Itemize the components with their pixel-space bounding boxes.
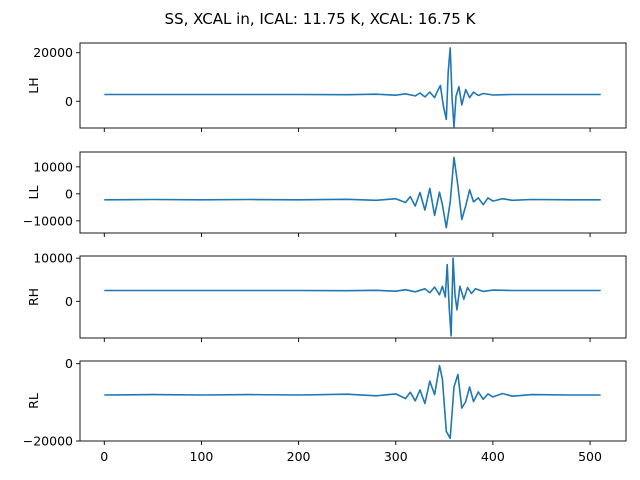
- subplots: 0 20000 LH −10000 0 10000 LL 0 10000 RH −20000 0 0 10…: [23, 42, 627, 464]
- x-tick-label: 400: [481, 449, 505, 464]
- x-tick-label: 0: [100, 449, 108, 464]
- x-tick-label: 100: [190, 449, 214, 464]
- axes-frame: [79, 42, 627, 129]
- y-axis-label: LH: [26, 77, 41, 93]
- y-tick-label: 20000: [33, 45, 73, 60]
- y-tick-label: 0: [65, 294, 73, 309]
- x-tick-label: 300: [384, 449, 408, 464]
- axes-frame: [79, 255, 627, 339]
- subplot-lh: 0 20000 LH: [26, 42, 627, 132]
- y-tick-label: −20000: [23, 434, 73, 449]
- axes-frame: [79, 151, 627, 234]
- y-tick-label: −10000: [23, 213, 73, 228]
- y-axis-label: RL: [26, 393, 41, 409]
- subplot-rl: −20000 0 0 100 200 300 400 500 RL: [23, 356, 627, 464]
- y-tick-label: 0: [65, 94, 73, 109]
- x-tick-label: 500: [578, 449, 602, 464]
- y-axis-label: LL: [26, 186, 41, 200]
- series-line-ll: [104, 156, 601, 229]
- series-line-lh: [104, 47, 601, 128]
- subplot-ll: −10000 0 10000 LL: [23, 151, 627, 237]
- y-tick-label: 10000: [33, 159, 73, 174]
- subplot-rh: 0 10000 RH: [26, 251, 627, 342]
- y-tick-label: 10000: [33, 251, 73, 266]
- y-tick-label: 0: [65, 186, 73, 201]
- y-tick-label: 0: [65, 356, 73, 371]
- series-line-rl: [104, 364, 601, 440]
- series-line-rh: [104, 257, 601, 337]
- figure-title: SS, XCAL in, ICAL: 11.75 K, XCAL: 16.75 …: [165, 10, 477, 28]
- axes-frame: [79, 360, 627, 442]
- y-axis-label: RH: [26, 288, 41, 306]
- x-tick-label: 200: [287, 449, 311, 464]
